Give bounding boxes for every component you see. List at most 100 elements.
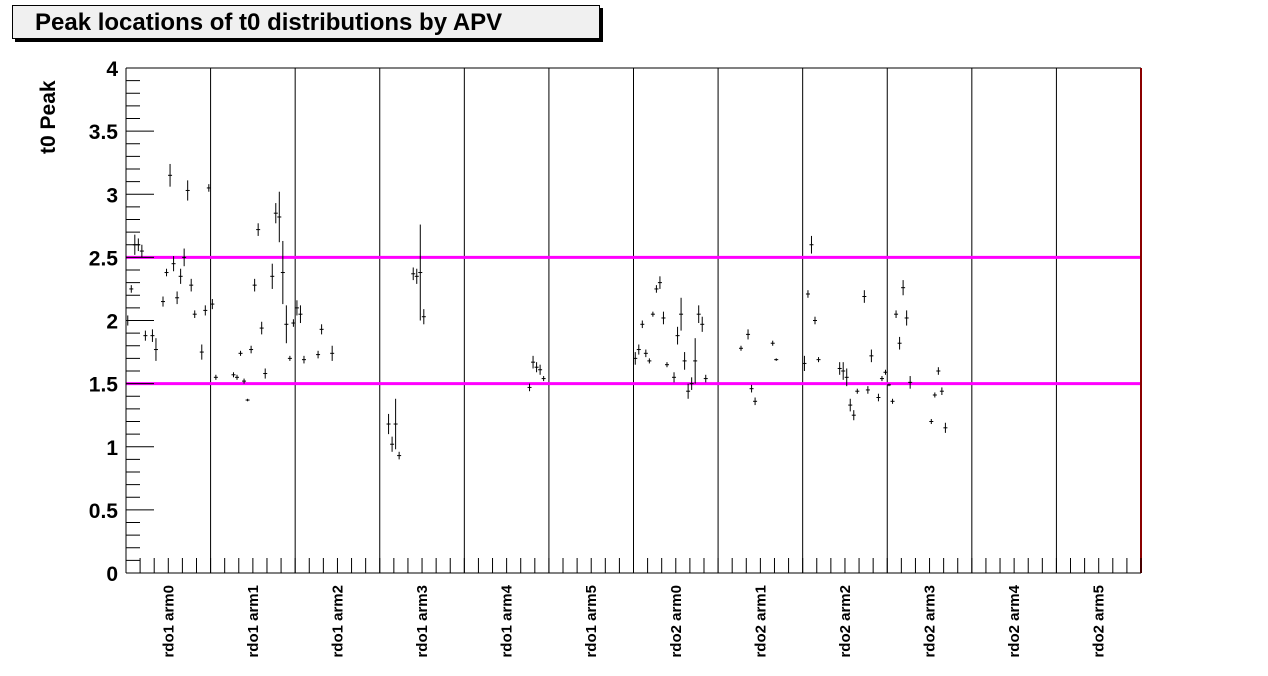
- data-point: [904, 310, 909, 326]
- data-point: [189, 278, 194, 292]
- data-point: [894, 310, 899, 318]
- x-category-label: rdo1 arm4: [499, 584, 516, 657]
- chart-title-box: Peak locations of t0 distributions by AP…: [12, 5, 600, 39]
- data-point: [851, 410, 856, 421]
- data-point: [538, 364, 543, 375]
- data-point: [414, 268, 419, 284]
- x-category-label: rdo2 arm4: [1006, 584, 1023, 657]
- data-point: [139, 244, 144, 258]
- y-tick-label: 4: [106, 58, 118, 81]
- data-point: [393, 398, 398, 450]
- data-point: [686, 383, 691, 399]
- x-category-label: rdo1 arm3: [414, 585, 431, 658]
- x-category-label: rdo1 arm0: [160, 585, 177, 658]
- data-point: [386, 413, 391, 435]
- data-point: [150, 329, 155, 342]
- data-point: [153, 338, 158, 361]
- data-point: [287, 355, 292, 361]
- data-point: [664, 362, 669, 368]
- data-point: [865, 386, 870, 394]
- data-point: [291, 319, 296, 327]
- y-tick-label: 2.5: [89, 247, 119, 270]
- data-point: [263, 368, 268, 379]
- x-category-labels: rdo1 arm0 rdo1 arm1 rdo1 arm2 rdo1 arm3 rdo1…: [160, 584, 1107, 657]
- data-point: [192, 310, 197, 318]
- data-point: [541, 376, 546, 382]
- y-axis-title: t0 Peak: [37, 80, 60, 154]
- data-point: [661, 311, 666, 325]
- data-point: [421, 309, 426, 325]
- data-point: [703, 374, 708, 383]
- data-point: [242, 378, 247, 384]
- data-point: [298, 305, 303, 324]
- y-tick-label: 3.5: [89, 121, 119, 144]
- data-point: [294, 300, 299, 316]
- data-point: [256, 223, 261, 236]
- data-point: [876, 393, 881, 402]
- x-category-label: rdo2 arm1: [752, 585, 769, 658]
- data-point: [213, 374, 218, 380]
- data-point: [277, 191, 282, 243]
- data-point: [657, 276, 662, 289]
- data-point: [168, 163, 173, 187]
- data-point: [633, 352, 638, 365]
- x-category-label: rdo2 arm0: [668, 585, 685, 658]
- data-point: [206, 184, 211, 192]
- data-point: [848, 398, 853, 412]
- data-point: [837, 362, 842, 375]
- data-point: [270, 263, 275, 289]
- data-point: [862, 290, 867, 303]
- data-point: [245, 398, 250, 402]
- data-point: [753, 397, 758, 406]
- data-point: [650, 311, 655, 317]
- data-point: [231, 372, 236, 378]
- data-point: [802, 355, 807, 371]
- data-point: [809, 235, 814, 254]
- data-point: [901, 280, 906, 296]
- data-point: [700, 316, 705, 332]
- data-point: [185, 180, 190, 201]
- data-point: [869, 349, 874, 363]
- data-point: [746, 329, 751, 340]
- data-point: [534, 362, 539, 373]
- data-point: [249, 345, 254, 354]
- data-point: [932, 392, 937, 398]
- data-point: [636, 344, 641, 355]
- x-category-label: rdo2 arm3: [922, 585, 939, 658]
- data-point: [816, 357, 821, 363]
- data-point: [319, 324, 324, 335]
- y-tick-label: 1.5: [89, 374, 119, 397]
- data-point: [143, 330, 148, 341]
- data-point: [749, 384, 754, 393]
- data-point: [855, 388, 860, 394]
- data-point: [936, 367, 941, 375]
- data-point: [844, 368, 849, 387]
- y-tick-label: 0: [106, 563, 118, 586]
- data-point: [252, 278, 257, 292]
- data-point: [887, 383, 892, 387]
- data-point: [284, 305, 289, 344]
- y-tick-label: 2: [106, 311, 118, 334]
- data-point: [259, 321, 264, 335]
- reference-lines: [126, 255, 1141, 386]
- data-point: [675, 326, 680, 345]
- data-point: [182, 248, 187, 267]
- data-point: [178, 268, 183, 284]
- data-point: [527, 383, 532, 392]
- y-tick-labels: 0 0.5 1 1.5 2 2.5 3 3.5 4: [89, 58, 119, 586]
- data-point: [175, 291, 180, 305]
- category-separators: [210, 68, 1057, 573]
- data-point: [171, 256, 176, 272]
- data-point: [238, 350, 243, 356]
- data-point: [210, 299, 215, 310]
- data-point: [161, 296, 166, 307]
- x-category-label: rdo1 arm5: [583, 585, 600, 658]
- data-point: [199, 344, 204, 360]
- data-point: [411, 267, 416, 281]
- data-point: [280, 240, 285, 305]
- data-point: [316, 350, 321, 359]
- data-point: [696, 305, 701, 324]
- data-point: [805, 290, 810, 298]
- y-tick-label: 0.5: [89, 500, 119, 523]
